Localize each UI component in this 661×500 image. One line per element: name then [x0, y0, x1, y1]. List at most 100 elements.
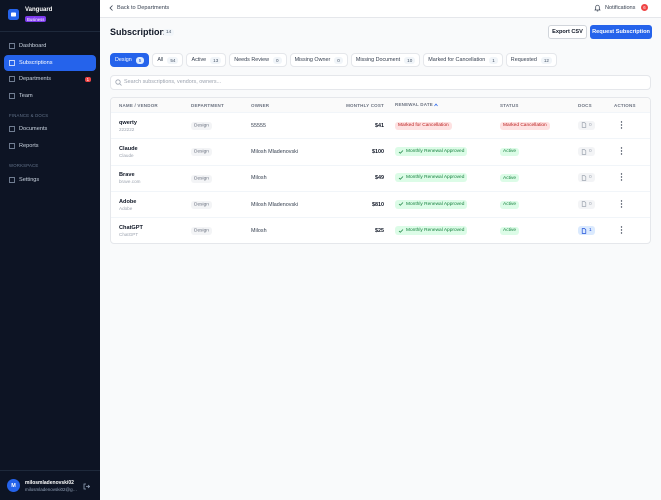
sidebar: Vanguard Business Dashboard Subscriptions…	[0, 0, 100, 500]
department-cell: Design	[191, 148, 251, 157]
tab[interactable]: Missing Owner 0	[289, 53, 348, 67]
nav-item[interactable]: Departments 1	[4, 71, 96, 87]
vendor: Adobe	[119, 205, 133, 211]
icon	[581, 122, 587, 129]
icon	[9, 177, 15, 183]
department-cell: Design	[191, 122, 251, 131]
docs[interactable]: 0	[578, 147, 595, 157]
docs-count: 0	[589, 201, 592, 207]
nav-item[interactable]: Reports	[4, 138, 96, 154]
more-icon[interactable]	[620, 173, 623, 181]
docs-cell: 0	[578, 173, 614, 183]
column-header[interactable]: OWNER	[251, 103, 331, 108]
renewal-label: Monthly Renewal Approved	[406, 201, 465, 207]
status: Marked Cancellation	[500, 121, 550, 130]
actions[interactable]	[614, 173, 650, 183]
docs[interactable]: 0	[578, 199, 595, 209]
column-label: STATUS	[500, 102, 519, 108]
column-header[interactable]: DOCS	[578, 103, 614, 108]
column-header[interactable]: DEPARTMENT	[191, 103, 251, 108]
name-cell: qwerty 222222	[119, 120, 191, 132]
user-name: milosmladenovski02	[25, 480, 74, 486]
cost: $25	[375, 227, 384, 234]
more-icon[interactable]	[620, 120, 623, 129]
column-header[interactable]: MONTHLY COST	[331, 103, 384, 108]
user-email: milosmladenovski02@gmail.com	[25, 487, 80, 492]
icon	[398, 149, 404, 155]
name-cell: Brave brave.com	[119, 172, 191, 184]
renewal-cell: Marked for Cancellation	[395, 121, 500, 130]
more-icon[interactable]	[620, 226, 623, 234]
icon	[398, 228, 404, 234]
request-button[interactable]: Request Subscription	[590, 25, 652, 39]
tab[interactable]: Missing Document 10	[350, 53, 421, 67]
more-icon[interactable]	[620, 147, 623, 155]
tab-count: 54	[167, 56, 179, 64]
department: Design	[191, 122, 212, 131]
name: ChatGPT	[119, 224, 143, 231]
nav-item[interactable]: Settings	[4, 172, 96, 188]
tab[interactable]: All 54	[152, 53, 184, 67]
actions[interactable]	[614, 120, 650, 131]
column-header[interactable]: NAME / VENDOR	[119, 103, 191, 108]
nav-label: Settings	[19, 177, 40, 183]
main: Back to Departments Notifications 6 Subs…	[100, 0, 661, 500]
search-box[interactable]	[110, 75, 651, 90]
renewal-cell: Monthly Renewal Approved	[395, 226, 500, 236]
logout-icon[interactable]	[83, 483, 90, 490]
column-label: DEPARTMENT	[191, 102, 224, 108]
status-cell: Active	[500, 147, 578, 156]
actions[interactable]	[614, 226, 650, 236]
divider	[0, 470, 100, 471]
docs-count: 0	[589, 175, 592, 181]
icon	[398, 201, 404, 207]
name: qwerty	[119, 119, 138, 126]
column-header[interactable]: RENEWAL DATE	[395, 102, 500, 108]
tab[interactable]: Design 5	[110, 53, 150, 67]
icon	[581, 227, 587, 234]
nav-label: Reports	[19, 142, 39, 149]
nav-item[interactable]: Subscriptions	[4, 54, 96, 71]
status: Active	[500, 174, 520, 183]
tab-count: 5	[135, 56, 145, 64]
docs-count: 0	[589, 122, 592, 128]
status: Active	[500, 147, 520, 156]
tab-count: 0	[273, 56, 282, 64]
owner: 55555	[251, 122, 266, 129]
tab-count: 13	[210, 56, 222, 64]
tab[interactable]: Marked for Cancellation 1	[423, 53, 503, 67]
search-icon	[115, 79, 122, 86]
tab[interactable]: Requested 12	[505, 53, 557, 67]
table-row: Brave brave.com Design Milosh $49 Monthly Ren…	[111, 164, 650, 191]
icon	[581, 175, 587, 181]
docs[interactable]: 0	[578, 173, 595, 183]
tab[interactable]: Active 13	[186, 53, 227, 67]
table-row: Adobe Adobe Design Milosh Mladenovski $810 Mo…	[111, 190, 650, 217]
docs[interactable]: 1	[578, 226, 595, 236]
nav-item[interactable]: Team	[4, 88, 96, 104]
table-row: ChatGPT ChatGPT Design Milosh $25 Monthly Ren…	[111, 217, 650, 243]
more-icon[interactable]	[620, 199, 623, 208]
renewal-cell: Monthly Renewal Approved	[395, 173, 500, 183]
actions[interactable]	[614, 199, 650, 210]
logo-icon	[8, 9, 19, 20]
name-cell: Adobe Adobe	[119, 199, 191, 211]
nav-item[interactable]: Documents	[4, 121, 96, 137]
tab[interactable]: Needs Review 0	[229, 53, 287, 67]
vendor: ChatGPT	[119, 231, 139, 237]
tabs: Design 5 All 54 Active 13 Needs Review 0 Missing…	[110, 53, 557, 67]
nav-item[interactable]: Dashboard	[4, 38, 96, 54]
back-link[interactable]: Back to Departments	[117, 5, 170, 11]
cost: $100	[372, 148, 384, 155]
nav-label: Team	[19, 93, 33, 100]
column-header[interactable]: STATUS	[500, 103, 578, 108]
actions[interactable]	[614, 147, 650, 157]
icon	[581, 201, 587, 208]
export-button[interactable]: Export CSV	[548, 25, 587, 39]
department: Design	[191, 227, 212, 236]
notifications[interactable]: Notifications	[605, 5, 636, 11]
column-header[interactable]: ACTIONS	[614, 103, 650, 108]
cost: $810	[372, 201, 384, 208]
docs[interactable]: 0	[578, 120, 595, 130]
renewal: Monthly Renewal Approved	[395, 199, 468, 209]
